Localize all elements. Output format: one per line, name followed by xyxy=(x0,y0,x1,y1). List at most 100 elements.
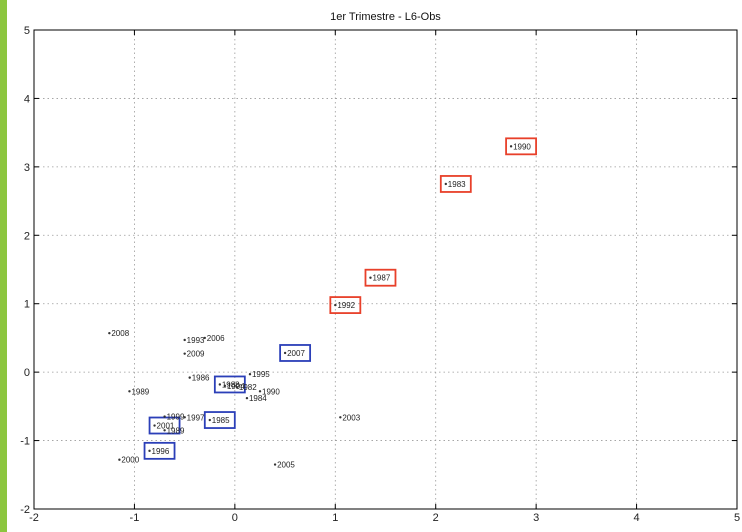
point-marker xyxy=(218,383,222,386)
data-point: 1987 xyxy=(364,268,397,287)
x-tick-label: 4 xyxy=(634,512,640,524)
data-point: 1999 xyxy=(163,413,185,422)
point-label: 2008 xyxy=(111,329,129,338)
point-label: 1984 xyxy=(249,394,267,403)
point-label: 2001 xyxy=(157,422,175,431)
data-point: 2000 xyxy=(118,456,140,465)
plot-area xyxy=(33,29,738,510)
point-label: 1990 xyxy=(513,142,531,151)
point-label: 2000 xyxy=(121,456,139,465)
point-label: 2007 xyxy=(287,349,305,358)
point-label: 1988 xyxy=(222,380,240,389)
figure-frame: 1er Trimestre - L6-Obs -2 -1 0 1 2 3 4 5 -2 -1 0 1 2… xyxy=(7,0,742,532)
point-label: 1990 xyxy=(262,387,280,396)
point-label: 1996 xyxy=(152,447,170,456)
y-tick-label: 4 xyxy=(24,93,30,105)
x-tick-label: -2 xyxy=(29,512,39,524)
data-point: 1995 xyxy=(248,370,270,379)
data-point: 1989 xyxy=(163,426,185,435)
x-tick-label: 5 xyxy=(734,512,740,524)
point-label: 1989 xyxy=(131,387,149,396)
data-point: 1990 xyxy=(258,387,280,396)
y-tick-label: 2 xyxy=(24,230,30,242)
point-label: 1994 xyxy=(227,382,245,391)
point-marker xyxy=(153,424,156,427)
x-tick-label: 3 xyxy=(533,512,539,524)
point-marker xyxy=(248,372,252,376)
point-label: 1999 xyxy=(167,413,185,422)
highlight-box xyxy=(364,268,397,287)
x-tick-label: 0 xyxy=(232,512,238,524)
point-label: 1993 xyxy=(187,336,205,345)
point-marker xyxy=(188,376,191,379)
data-point: 2005 xyxy=(273,461,295,470)
data-point: 1984 xyxy=(245,394,267,403)
data-point: 1994 xyxy=(223,382,245,391)
y-tick-label: 3 xyxy=(24,162,30,174)
point-marker xyxy=(339,416,342,419)
point-label: 1992 xyxy=(337,301,355,310)
point-label: 1985 xyxy=(212,416,230,425)
x-tick-label: 2 xyxy=(433,512,439,524)
data-points: 1990 1983 1987 1992 2007 1988 1985 2001 1996 2008… xyxy=(108,137,537,470)
data-point: 1993 xyxy=(183,336,205,345)
point-label: 2009 xyxy=(187,350,205,359)
data-point: 1988 xyxy=(213,375,246,394)
highlight-box xyxy=(329,296,362,314)
point-label: 1989 xyxy=(167,426,185,435)
data-point: 1983 xyxy=(439,175,472,193)
highlight-box xyxy=(505,137,537,156)
point-marker xyxy=(108,331,111,335)
point-label: 1997 xyxy=(187,413,205,422)
point-marker xyxy=(163,429,166,432)
point-marker xyxy=(183,416,186,419)
point-label: 1995 xyxy=(252,370,270,379)
data-point: 2006 xyxy=(203,334,225,343)
point-marker xyxy=(203,336,206,340)
point-label: 1983 xyxy=(448,180,466,189)
y-tick-label: -2 xyxy=(20,504,30,516)
data-point: 2007 xyxy=(279,344,312,362)
point-marker xyxy=(245,396,249,400)
data-point: 1996 xyxy=(143,441,176,460)
point-label: 2003 xyxy=(342,413,360,422)
point-marker xyxy=(223,384,227,388)
data-point: 1985 xyxy=(203,411,236,429)
point-marker xyxy=(369,276,372,279)
point-marker xyxy=(258,390,262,393)
highlight-box xyxy=(203,411,236,429)
point-marker xyxy=(273,463,277,466)
point-marker xyxy=(509,145,513,148)
data-point: 1989 xyxy=(128,387,150,396)
point-marker xyxy=(283,351,287,355)
point-label: 2006 xyxy=(207,334,225,343)
grid-lines xyxy=(34,30,737,509)
y-tick-label: 0 xyxy=(24,367,30,379)
y-tick-label: 1 xyxy=(24,299,30,311)
point-marker xyxy=(235,385,239,389)
y-tick-label: 5 xyxy=(24,25,30,37)
axis-ticks: -2 -1 0 1 2 3 4 5 -2 -1 0 1 2 3 4 5 xyxy=(20,25,740,524)
point-marker xyxy=(334,303,337,307)
chart-title: 1er Trimestre - L6-Obs xyxy=(330,11,441,23)
highlight-box xyxy=(213,375,246,394)
x-tick-label: -1 xyxy=(130,512,140,524)
point-marker xyxy=(183,352,186,355)
data-point: 2009 xyxy=(183,350,205,359)
point-marker xyxy=(163,415,166,418)
data-point: 1990 xyxy=(505,137,537,156)
data-point: 1997 xyxy=(183,413,205,422)
point-label: 1987 xyxy=(372,274,390,283)
y-tick-label: -1 xyxy=(20,436,30,448)
point-label: 2005 xyxy=(277,461,295,470)
data-point: 2003 xyxy=(339,413,361,422)
point-marker xyxy=(208,418,211,422)
point-marker xyxy=(183,338,186,342)
highlight-box xyxy=(439,175,472,193)
highlight-box xyxy=(279,344,312,362)
scatter-chart: 1er Trimestre - L6-Obs -2 -1 0 1 2 3 4 5 -2 -1 0 1 2… xyxy=(20,11,740,524)
data-point: 1992 xyxy=(329,296,362,314)
highlight-box xyxy=(143,441,176,460)
point-marker xyxy=(128,390,131,393)
point-marker xyxy=(444,182,447,186)
